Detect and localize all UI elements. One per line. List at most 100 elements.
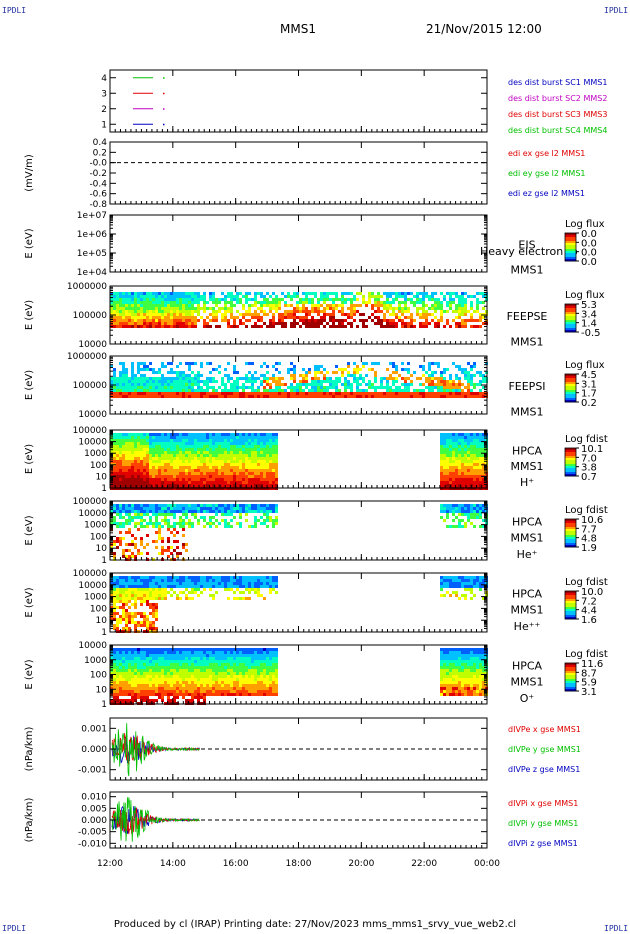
panel-frame — [109, 69, 488, 133]
colorbar-tick-0: 0.0 — [581, 229, 597, 240]
side-label-2: He⁺ — [517, 548, 538, 561]
legend-entry-3: edi ez gse l2 MMS1 — [508, 189, 585, 198]
side-label-0: FEEPSE — [507, 310, 548, 323]
corner-label-tl: IPDLI — [2, 6, 27, 15]
panel-frame — [109, 141, 488, 205]
colorbar-tick-3: 0.2 — [581, 398, 597, 409]
colorbar-tick-2: 1.7 — [581, 389, 597, 400]
corner-label-tr: IPDLI — [604, 6, 629, 15]
y-tick-label: 100000 — [73, 381, 108, 391]
legend-entry-1: dIVPe x gse MMS1 — [508, 725, 581, 734]
panel-divpe: 0.001 0.000 -0.001 (nPa/km) dIVPe x gse MMS1… — [24, 717, 581, 781]
y-axis-label: E (eV) — [24, 659, 35, 689]
x-tick-label-3: 18:00 — [286, 859, 312, 869]
colorbar — [564, 303, 577, 333]
colorbar-title: Log fdist — [565, 505, 608, 516]
colorbar-title: Log flux — [565, 360, 605, 371]
y-tick-label: 1e+04 — [77, 268, 108, 278]
side-label-0: HPCA — [512, 660, 543, 673]
colorbar-tick-0: 4.5 — [581, 370, 597, 381]
legend-entry-3: dIVPe z gse MMS1 — [508, 765, 580, 774]
corner-label-bl: IPDLI — [2, 924, 27, 933]
legend-entry-2: edi ey gse l2 MMS1 — [508, 169, 586, 178]
y-tick-label: 100000 — [73, 569, 108, 579]
y-tick-label: 1000000 — [67, 282, 107, 292]
colorbar-tick-3: 0.0 — [581, 257, 597, 268]
y-tick-label: 100000 — [73, 426, 108, 436]
burst-dot-1 — [163, 123, 165, 126]
colorbar-title: Log fdist — [565, 577, 608, 588]
side-label-1: MMS1 — [511, 604, 544, 617]
y-axis-label: E (eV) — [24, 300, 35, 330]
legend-entry-4: des dist burst SC4 MMS4 — [508, 126, 607, 135]
y-tick-label: 1000 — [84, 449, 107, 459]
x-tick-label-0: 12:00 — [97, 859, 123, 869]
colorbar-tick-2: 4.4 — [581, 606, 597, 617]
plot-datetime: 21/Nov/2015 12:00 — [426, 22, 542, 36]
colorbar — [564, 373, 577, 403]
colorbar-tick-0: 10.0 — [581, 587, 603, 598]
series-2 — [111, 723, 200, 777]
y-tick-label: 10000 — [78, 581, 107, 591]
y-axis-label: E (eV) — [24, 587, 35, 617]
x-tick-label-5: 22:00 — [411, 859, 437, 869]
colorbar-title: Log flux — [565, 219, 605, 230]
colorbar-tick-2: 4.8 — [581, 534, 597, 545]
y-tick-label: 100000 — [73, 497, 108, 507]
colorbar-tick-0: 5.3 — [581, 300, 597, 311]
side-label-2: O⁺ — [520, 692, 535, 705]
series-2 — [111, 797, 200, 842]
y-tick-label: -0.8 — [89, 200, 107, 210]
colorbar-tick-3: 1.6 — [581, 615, 597, 626]
y-tick-label: -0.6 — [89, 190, 107, 200]
colorbar-title: Log fdist — [565, 649, 608, 660]
y-tick-label: 1000000 — [67, 352, 107, 362]
y-axis-label: E (eV) — [24, 228, 35, 258]
y-tick-label: 10000 — [78, 410, 107, 420]
plot-title: MMS1 — [280, 22, 316, 36]
y-tick-label: 1 — [101, 484, 107, 494]
y-tick-label: -0.4 — [89, 179, 107, 189]
colorbar-tick-1: 7.0 — [581, 453, 597, 464]
side-label-1: MMS1 — [511, 532, 544, 545]
side-label-0: HPCA — [512, 588, 543, 601]
legend-entry-2: dIVPi y gse MMS1 — [508, 819, 578, 828]
y-axis-label: (mV/m) — [24, 154, 35, 192]
panel-feepsi: 1000000 100000 10000 E (eV) FEEPSI MMS1 Log fl… — [24, 352, 605, 420]
y-tick-label: 1000 — [84, 593, 107, 603]
colorbar-tick-0: 11.6 — [581, 659, 603, 670]
side-label-2: H⁺ — [520, 476, 534, 489]
legend-entry-1: des dist burst SC1 MMS1 — [508, 78, 607, 87]
colorbar-tick-1: 7.7 — [581, 524, 597, 535]
colorbar-tick-0: 10.6 — [581, 515, 603, 526]
legend-entry-1: edi ex gse l2 MMS1 — [508, 149, 585, 158]
colorbar-tick-0: 10.1 — [581, 444, 603, 455]
colorbar-title: Log flux — [565, 290, 605, 301]
burst-dot-3 — [163, 92, 165, 95]
side-label-0: EIS — [518, 239, 535, 252]
y-tick-label: 100 — [90, 671, 107, 681]
y-tick-label: 10 — [96, 472, 108, 482]
y-tick-label: 1e+05 — [77, 249, 107, 259]
legend-entry-3: dIVPi z gse MMS1 — [508, 839, 578, 848]
colorbar — [564, 590, 577, 620]
side-label-1: MMS1 — [511, 264, 544, 277]
y-tick-label: 1 — [101, 556, 107, 566]
colorbar-tick-1: 3.4 — [581, 309, 597, 320]
y-axis-label: E (eV) — [24, 515, 35, 545]
footer-credit: Produced by cl (IRAP) Printing date: 27/… — [113, 919, 517, 930]
colorbar-tick-3: 1.9 — [581, 543, 597, 554]
y-tick-label: -0.0 — [89, 159, 107, 169]
y-tick-label: 0.2 — [93, 148, 107, 158]
legend-entry-3: des dist burst SC3 MMS3 — [508, 110, 607, 119]
side-label-1: MMS1 — [511, 336, 544, 349]
side-label-0: FEEPSI — [508, 380, 545, 393]
colorbar-tick-2: 3.8 — [581, 463, 597, 474]
legend-entry-2: des dist burst SC2 MMS2 — [508, 94, 607, 103]
panel-hpca_o: 10000 1000 100 10 1 E (eV) HPCA MMS1 O⁺ Log fdist… — [24, 641, 608, 710]
side-label-1: MMS1 — [511, 406, 544, 419]
